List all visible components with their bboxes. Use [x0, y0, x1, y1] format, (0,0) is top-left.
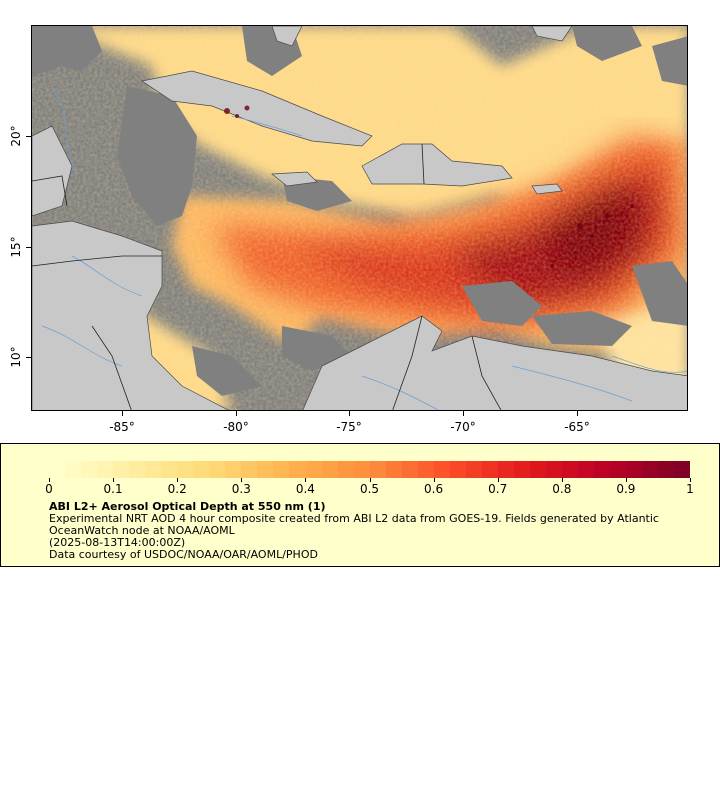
legend-title: ABI L2+ Aerosol Optical Depth at 550 nm … — [49, 500, 326, 513]
colorbar-segment — [97, 461, 114, 478]
colorbar-tick-mark — [49, 478, 50, 482]
colorbar-segment — [449, 461, 466, 478]
colorbar-tick-label: 0.6 — [424, 482, 444, 496]
colorbar-tick-mark — [561, 478, 563, 482]
borders — [32, 143, 502, 410]
no-data-patches — [32, 26, 687, 396]
colorbar-tick-mark — [305, 478, 307, 482]
colorbar — [49, 461, 691, 478]
colorbar-segment — [113, 461, 130, 478]
y-tick-mark — [26, 357, 31, 358]
colorbar-tick-mark — [690, 478, 691, 482]
colorbar-tick-label: 1 — [686, 482, 694, 496]
colorbar-segment — [674, 461, 691, 478]
y-tick-mark — [26, 247, 31, 248]
colorbar-segment — [626, 461, 643, 478]
y-tick-label: 10° — [9, 346, 23, 368]
legend-description: Experimental NRT AOD 4 hour composite cr… — [49, 512, 659, 537]
x-tick-mark — [122, 411, 123, 416]
colorbar-segment — [81, 461, 98, 478]
colorbar-segment — [305, 461, 322, 478]
legend-timestamp: (2025-08-13T14:00:00Z) — [49, 536, 186, 549]
legend-panel: 0 0.1 0.2 0.3 0.4 0.5 0.6 0.7 0.8 0.9 1 ABI L2+ Ae… — [0, 443, 720, 567]
land — [32, 26, 687, 410]
colorbar-tick-label: 0.9 — [616, 482, 636, 496]
colorbar-segment — [497, 461, 514, 478]
colorbar-tick-label: 0.4 — [295, 482, 315, 496]
map-canvas — [32, 26, 687, 410]
colorbar-tick-mark — [433, 478, 435, 482]
colorbar-segment — [610, 461, 627, 478]
colorbar-segment — [337, 461, 354, 478]
colorbar-segment — [193, 461, 210, 478]
colorbar-segment — [465, 461, 482, 478]
colorbar-segment — [129, 461, 146, 478]
colorbar-segment — [529, 461, 546, 478]
colorbar-segment — [145, 461, 162, 478]
colorbar-segment — [481, 461, 498, 478]
colorbar-tick-label: 0.2 — [167, 482, 187, 496]
colorbar-segment — [417, 461, 434, 478]
colorbar-tick-label: 0.3 — [231, 482, 251, 496]
colorbar-segment — [161, 461, 178, 478]
colorbar-segment — [353, 461, 370, 478]
colorbar-segment — [209, 461, 226, 478]
colorbar-tick-label: 0.1 — [103, 482, 123, 496]
x-tick-label: -85° — [109, 420, 135, 434]
legend-credit: Data courtesy of USDOC/NOAA/OAR/AOML/PHO… — [49, 548, 318, 561]
colorbar-segment — [177, 461, 194, 478]
colorbar-tick-mark — [625, 478, 627, 482]
x-tick-label: -65° — [564, 420, 590, 434]
colorbar-segment — [241, 461, 258, 478]
x-tick-label: -75° — [336, 420, 362, 434]
colorbar-tick-label: 0.8 — [552, 482, 572, 496]
colorbar-segment — [273, 461, 290, 478]
y-tick-label: 15° — [9, 236, 23, 258]
colorbar-segment — [257, 461, 274, 478]
colorbar-segment — [513, 461, 530, 478]
colorbar-segment — [545, 461, 562, 478]
aod-map[interactable] — [31, 25, 688, 411]
colorbar-tick-label: 0 — [45, 482, 53, 496]
x-tick-mark — [577, 411, 578, 416]
y-tick-label: 20° — [9, 125, 23, 147]
legend-text: ABI L2+ Aerosol Optical Depth at 550 nm … — [49, 501, 689, 561]
colorbar-segment — [401, 461, 418, 478]
colorbar-segment — [562, 461, 579, 478]
colorbar-tick-label: 0.7 — [488, 482, 508, 496]
colorbar-segment — [49, 461, 66, 478]
x-tick-mark — [463, 411, 464, 416]
x-tick-mark — [236, 411, 237, 416]
colorbar-tick-mark — [177, 478, 179, 482]
colorbar-segment — [65, 461, 82, 478]
colorbar-segment — [225, 461, 242, 478]
x-tick-mark — [349, 411, 350, 416]
colorbar-segment — [321, 461, 338, 478]
colorbar-segment — [578, 461, 595, 478]
colorbar-segment — [385, 461, 402, 478]
colorbar-tick-mark — [497, 478, 499, 482]
colorbar-tick-label: 0.5 — [359, 482, 380, 496]
colorbar-tick-mark — [369, 478, 371, 482]
colorbar-segment — [369, 461, 386, 478]
colorbar-segment — [594, 461, 611, 478]
x-tick-label: -70° — [450, 420, 476, 434]
x-tick-label: -80° — [223, 420, 249, 434]
colorbar-segment — [289, 461, 306, 478]
y-tick-mark — [26, 136, 31, 137]
colorbar-tick-mark — [113, 478, 115, 482]
colorbar-segment — [658, 461, 675, 478]
colorbar-segment — [433, 461, 450, 478]
colorbar-segment — [642, 461, 659, 478]
dark-speckles — [224, 105, 634, 268]
colorbar-tick-mark — [241, 478, 243, 482]
